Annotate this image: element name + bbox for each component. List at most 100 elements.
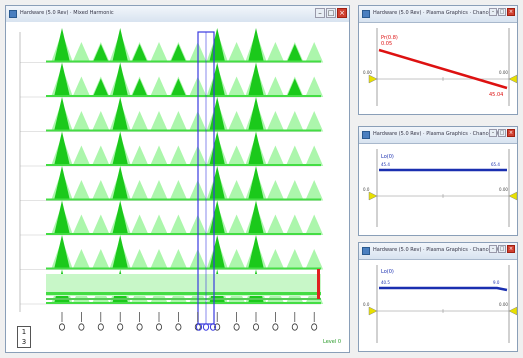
harmonic-peak (112, 28, 129, 63)
tick-knob (59, 323, 66, 331)
harmonic-peak (131, 78, 148, 97)
panel-1-plot[interactable]: Pr(0.8) 0.05 0.00 0.00 45.04 (359, 22, 517, 114)
harmonic-peak-light (305, 145, 324, 166)
harmonic-peak-light (266, 180, 285, 201)
level-label: Level 0 (323, 339, 341, 345)
close-button[interactable]: × (507, 129, 515, 137)
minimize-button[interactable]: – (489, 245, 497, 253)
top-label: Lo(0) (381, 269, 394, 275)
harmonic-peak-light (285, 214, 304, 235)
harmonic-peak-light (305, 214, 324, 235)
left-handle[interactable] (368, 191, 378, 201)
panel-2: Hardware (5.0 Rev) · Plasma Graphics · C… (358, 126, 518, 236)
harmonic-peak (286, 44, 303, 63)
harmonic-waterfall-plot[interactable] (6, 22, 349, 352)
gain-line (378, 48, 508, 90)
harmonic-peak-light (305, 42, 324, 63)
right-value: 0.00 (499, 70, 508, 75)
cursor-knob (195, 323, 203, 331)
panel-icon (362, 131, 370, 139)
main-window: Hardware (5.0 Rev) · Mixed Harmonic – □ … (5, 5, 350, 353)
harmonic-peak-light (227, 76, 246, 97)
scale-stepper[interactable]: 1 3 (17, 326, 31, 348)
harmonic-peak-light (150, 214, 168, 235)
tick-knob (252, 323, 259, 331)
row-baseline (46, 129, 321, 132)
harmonic-peak-light (169, 111, 188, 132)
panel-2-plot[interactable]: Lo(0) 45.4 65.4 0.0 0.00 (359, 143, 517, 235)
harmonic-peak (209, 62, 226, 97)
harmonic-peak-light (266, 249, 285, 270)
harmonic-peak (209, 166, 226, 201)
harmonic-peak-light (150, 42, 168, 63)
bottom-baseline (46, 292, 321, 295)
harmonic-peak (170, 78, 187, 97)
maximize-button[interactable]: □ (326, 8, 336, 18)
harmonic-peak (112, 235, 129, 270)
close-button[interactable]: × (337, 8, 347, 18)
harmonic-peak (209, 235, 226, 270)
harmonic-peak-light (130, 214, 149, 235)
tick-knob (155, 323, 162, 331)
right-handle[interactable] (508, 306, 517, 316)
harmonic-peak (248, 97, 264, 132)
right-value: 0.00 (499, 302, 508, 307)
top-label: Pr(0.8) (381, 35, 398, 41)
harmonic-peak (54, 200, 70, 235)
harmonic-peak (92, 44, 109, 63)
tick-knob (311, 323, 318, 331)
app-icon (9, 10, 17, 18)
maximize-button[interactable]: □ (498, 129, 506, 137)
harmonic-peak-light (305, 180, 324, 201)
maximize-button[interactable]: □ (498, 245, 506, 253)
harmonic-peak-light (305, 76, 324, 97)
maximize-button[interactable]: □ (498, 8, 506, 16)
close-button[interactable]: × (507, 8, 515, 16)
harmonic-peak-light (91, 214, 110, 235)
tick-knob (97, 323, 104, 331)
minimize-button[interactable]: – (489, 8, 497, 16)
left-value: 0.0 (363, 187, 370, 192)
tick-knob (291, 323, 298, 331)
harmonic-peak (248, 131, 264, 166)
left-handle[interactable] (368, 306, 378, 316)
row-baseline (46, 95, 321, 97)
harmonic-peak (248, 62, 264, 97)
window-controls: – □ × (315, 8, 347, 18)
harmonic-peak-light (150, 249, 168, 270)
harmonic-peak-light (72, 214, 91, 235)
panel-1-controls: – □ × (489, 8, 515, 16)
top-label: Lo(0) (381, 154, 394, 160)
harmonic-peak (170, 44, 187, 63)
harmonic-peak (209, 28, 226, 63)
end-label: 65.4 (491, 162, 500, 167)
right-handle[interactable] (508, 191, 517, 201)
panel-3-plot[interactable]: Lo(0) 40.5 9.0 0.0 0.00 (359, 259, 517, 351)
harmonic-peak (248, 28, 264, 63)
harmonic-peak (286, 78, 303, 97)
row-baseline (46, 302, 321, 304)
harmonic-peak (54, 166, 70, 201)
level-line (379, 286, 508, 292)
harmonic-peak (112, 166, 129, 201)
end-marker (317, 269, 320, 299)
harmonic-peak (112, 131, 129, 166)
harmonic-peak (209, 131, 226, 166)
harmonic-peak-light (72, 180, 91, 201)
harmonic-peak (131, 44, 148, 63)
harmonic-peak-light (266, 214, 285, 235)
minimize-button[interactable]: – (489, 129, 497, 137)
harmonic-peak-light (91, 180, 110, 201)
harmonic-peak (112, 62, 129, 97)
close-button[interactable]: × (507, 245, 515, 253)
right-handle[interactable] (508, 74, 517, 84)
left-handle[interactable] (368, 74, 378, 84)
harmonic-peak-light (266, 76, 285, 97)
harmonic-peak (209, 200, 226, 235)
panel-3-controls: – □ × (489, 245, 515, 253)
minimize-button[interactable]: – (315, 8, 325, 18)
harmonic-peak-light (150, 180, 168, 201)
harmonic-peak-light (227, 42, 246, 63)
scale-top: 1 (21, 328, 27, 336)
scale-bottom: 3 (21, 338, 27, 346)
